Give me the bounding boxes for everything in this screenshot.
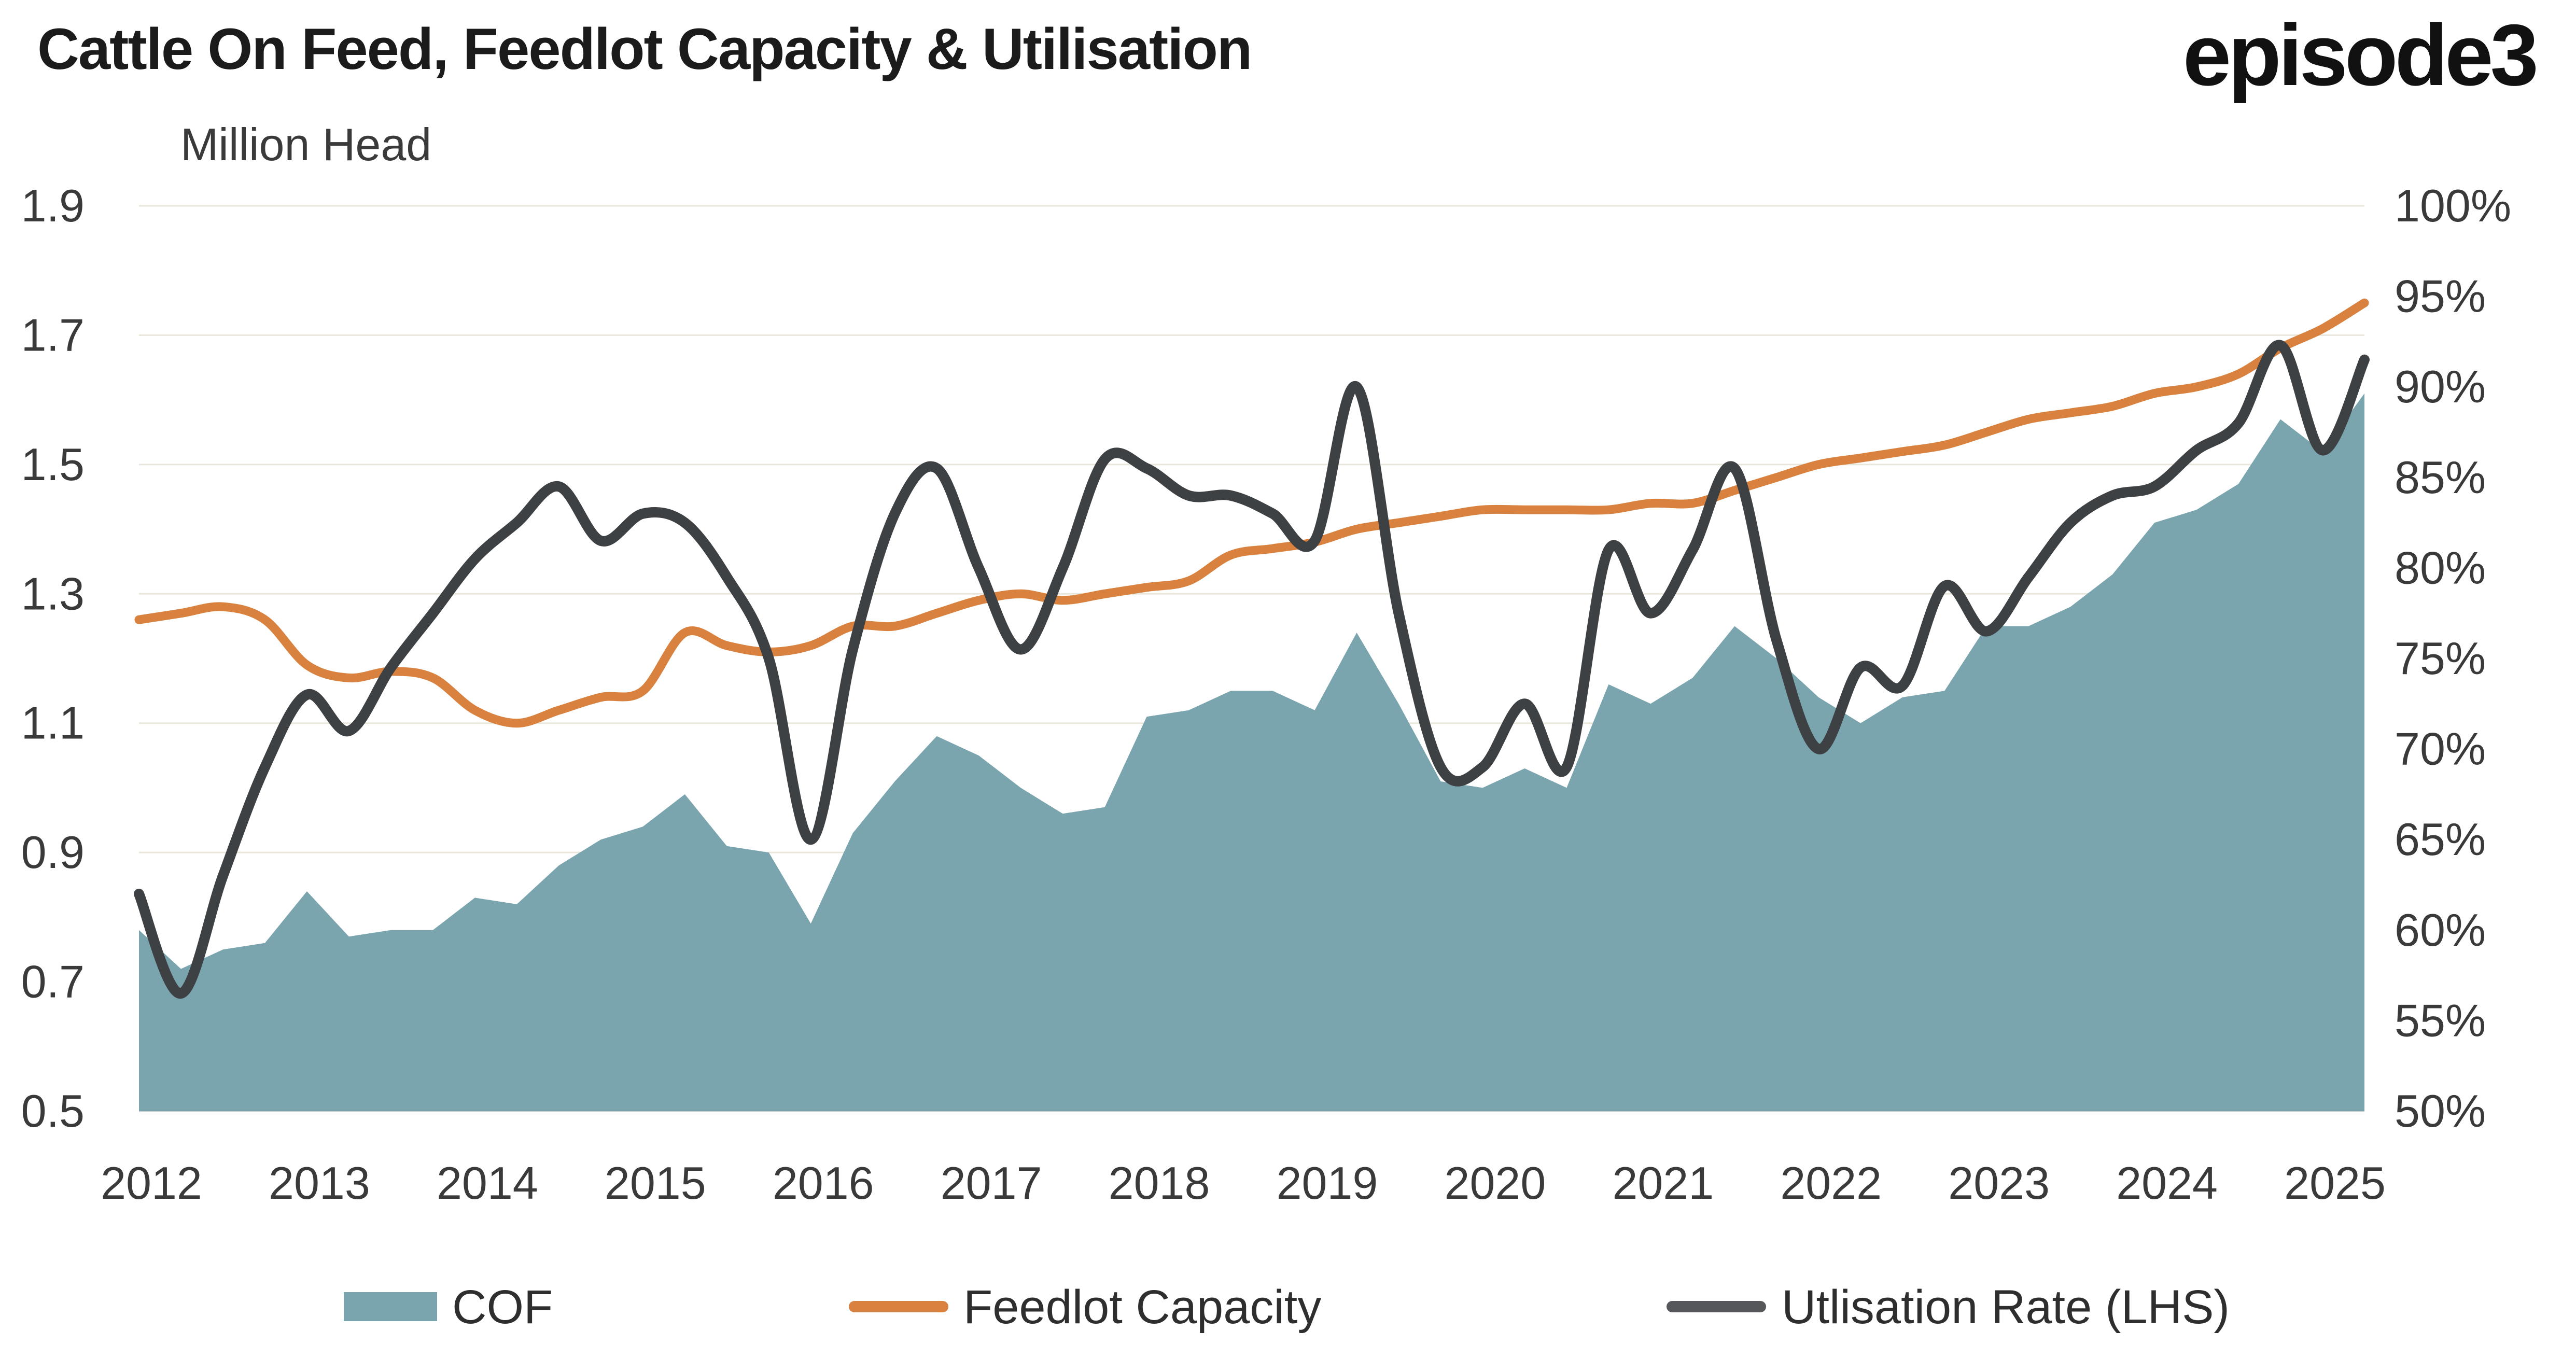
left-axis-tick: 1.5 <box>21 439 85 490</box>
x-axis-tick: 2016 <box>773 1157 874 1209</box>
x-axis-tick: 2017 <box>941 1157 1042 1209</box>
right-axis-tick: 65% <box>2395 814 2486 865</box>
legend-swatch-feedlot-capacity <box>849 1301 948 1312</box>
x-axis-tick: 2025 <box>2284 1157 2386 1209</box>
left-axis-tick: 1.7 <box>21 309 85 360</box>
x-axis-tick: 2013 <box>269 1157 370 1209</box>
left-axis-tick: 0.9 <box>21 826 85 878</box>
right-axis-tick: 55% <box>2395 994 2486 1046</box>
cof-area-series <box>139 393 2364 1112</box>
right-axis-tick: 70% <box>2395 723 2486 775</box>
utilisation-rate-series <box>134 340 2370 999</box>
legend-label: Feedlot Capacity <box>963 1281 1321 1334</box>
right-axis-tick: 90% <box>2395 361 2486 412</box>
x-axis-tick: 2014 <box>437 1157 538 1209</box>
x-axis-tick: 2012 <box>101 1157 202 1209</box>
left-axis-tick: 0.7 <box>21 956 85 1007</box>
right-axis-tick: 85% <box>2395 452 2486 503</box>
x-axis-tick: 2022 <box>1780 1157 1882 1209</box>
x-axis-tick: 2024 <box>2116 1157 2218 1209</box>
page-title: Cattle On Feed, Feedlot Capacity & Utili… <box>37 17 1252 81</box>
legend-swatch-utilisation-rate <box>1667 1301 1766 1312</box>
legend-label: Utlisation Rate (LHS) <box>1782 1281 2230 1334</box>
right-axis-tick: 60% <box>2395 904 2486 956</box>
legend-swatch-cof <box>344 1292 437 1321</box>
left-axis-tick: 1.9 <box>21 180 85 231</box>
right-axis-tick: 50% <box>2395 1085 2486 1137</box>
x-axis-tick: 2018 <box>1109 1157 1210 1209</box>
left-axis-tick: 0.5 <box>21 1085 85 1137</box>
left-axis-tick: 1.3 <box>21 568 85 619</box>
x-axis-tick: 2023 <box>1948 1157 2050 1209</box>
right-axis-tick: 80% <box>2395 542 2486 593</box>
x-axis-tick: 2019 <box>1277 1157 1378 1209</box>
x-axis-tick: 2015 <box>605 1157 706 1209</box>
right-axis-tick: 75% <box>2395 633 2486 684</box>
x-axis-tick: 2020 <box>1445 1157 1546 1209</box>
left-axis-unit-label: Million Head <box>180 119 432 170</box>
feedlot-capacity-series <box>134 298 2369 728</box>
episode3-logo: episode3 <box>2182 6 2539 104</box>
x-axis-tick: 2021 <box>1612 1157 1714 1209</box>
right-axis-tick: 100% <box>2395 180 2511 231</box>
right-axis-tick: 95% <box>2395 271 2486 322</box>
legend-label: COF <box>452 1281 553 1334</box>
left-axis-tick: 1.1 <box>21 697 85 749</box>
